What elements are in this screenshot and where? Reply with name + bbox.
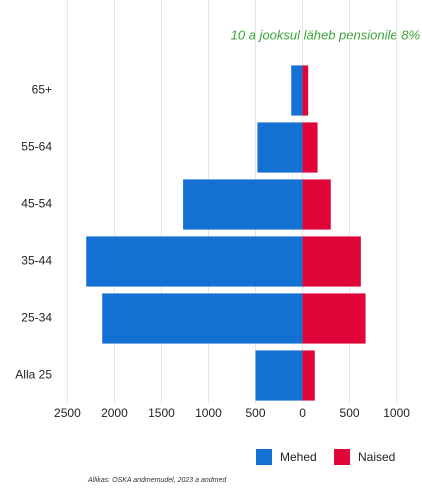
bar (291, 65, 303, 116)
x-tick-label: 500 (245, 406, 265, 420)
y-tick-label: 55-64 (21, 140, 52, 154)
bar (302, 122, 318, 173)
bar (302, 293, 366, 344)
bar (302, 236, 361, 287)
bar (302, 65, 309, 116)
bar (86, 236, 303, 287)
x-tick-label: 1000 (195, 406, 222, 420)
bar (183, 179, 303, 230)
annotation: 10 a jooksul läheb pensionile 8% (231, 27, 420, 42)
x-tick-label: 0 (299, 406, 306, 420)
y-tick-label: 35-44 (21, 254, 52, 268)
bar (255, 350, 303, 401)
x-tick-label: 2000 (101, 406, 128, 420)
bar (102, 293, 303, 344)
x-tick-label: 1000 (383, 406, 410, 420)
legend-swatch (256, 449, 272, 465)
x-tick-label: 500 (340, 406, 360, 420)
y-tick-label: 65+ (32, 83, 52, 97)
legend-swatch (334, 449, 350, 465)
y-tick-label: 25-34 (21, 311, 52, 325)
source: Allikas: OSKA andmemudel, 2023 a andmed (87, 477, 227, 484)
y-tick-label: 45-54 (21, 197, 52, 211)
bar (302, 179, 331, 230)
bar (257, 122, 303, 173)
x-tick-label: 2500 (54, 406, 81, 420)
legend-label: Mehed (280, 450, 317, 464)
y-tick-label: Alla 25 (15, 368, 52, 382)
x-tick-label: 1500 (148, 406, 175, 420)
bar (302, 350, 315, 401)
legend-label: Naised (358, 450, 395, 464)
